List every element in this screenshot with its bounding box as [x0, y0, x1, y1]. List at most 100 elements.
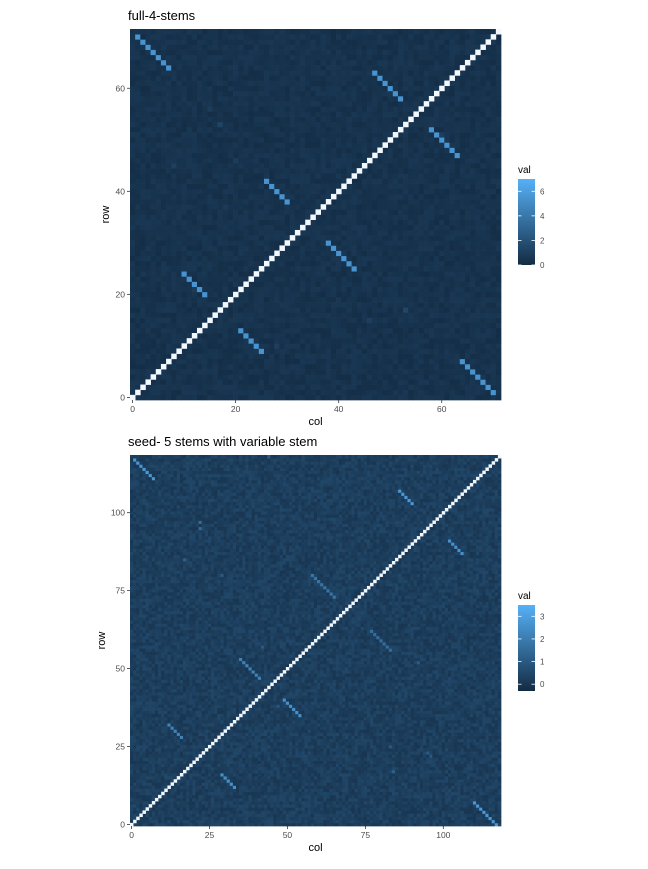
heatmap-cell [223, 127, 229, 132]
heatmap-cell [254, 359, 259, 365]
heatmap-cell [161, 307, 167, 313]
heatmap-cell [444, 390, 450, 396]
heatmap-cell [424, 318, 430, 324]
heatmap-cell [424, 230, 430, 236]
heatmap-cell [151, 65, 157, 71]
heatmap-cell [377, 328, 383, 334]
heatmap-cell [470, 328, 476, 334]
heatmap-cell [372, 287, 378, 293]
heatmap-cell [465, 281, 471, 287]
heatmap-cell [341, 395, 347, 401]
heatmap-cell [475, 158, 481, 164]
heatmap-cell [367, 245, 373, 251]
heatmap-cell [192, 199, 198, 205]
heatmap-cell [171, 328, 177, 334]
heatmap-cell [419, 178, 425, 184]
heatmap-cell [357, 127, 363, 132]
heatmap-cell [434, 354, 440, 360]
heatmap-cell [465, 266, 471, 272]
heatmap-cell [285, 333, 291, 339]
heatmap-cell [377, 266, 383, 272]
heatmap-cell [419, 245, 425, 251]
heatmap-cell [295, 220, 301, 226]
heatmap-cell [140, 34, 146, 40]
heatmap-cell [321, 199, 327, 205]
heatmap-cell [316, 142, 322, 148]
heatmap-cell [382, 318, 388, 324]
heatmap-cell [398, 60, 404, 66]
heatmap-cell [238, 178, 244, 184]
heatmap-cell [372, 204, 378, 210]
heatmap-cell [145, 348, 151, 354]
heatmap-cell [254, 230, 259, 236]
heatmap-cell [264, 374, 270, 380]
heatmap-cell [413, 343, 419, 349]
heatmap-cell [264, 194, 270, 200]
heatmap-cell [393, 348, 399, 354]
heatmap-cell [197, 163, 203, 169]
heatmap-cell [182, 204, 188, 210]
heatmap-cell [274, 276, 280, 282]
heatmap-cell [249, 354, 255, 360]
heatmap-cell [228, 168, 234, 174]
heatmap-cell [336, 153, 342, 159]
heatmap-cell [480, 96, 486, 102]
heatmap-cell [362, 168, 368, 174]
heatmap-cell [310, 379, 316, 385]
heatmap-cell [341, 323, 347, 329]
heatmap-cell [388, 106, 394, 112]
heatmap-cell [269, 271, 275, 277]
heatmap-cell [192, 153, 198, 159]
heatmap-cell [197, 204, 203, 210]
heatmap-cell [326, 81, 332, 87]
heatmap-cell [310, 91, 316, 97]
heatmap-cell [331, 127, 337, 132]
heatmap-cell [465, 199, 471, 205]
heatmap-cell [151, 86, 157, 92]
heatmap-cell [480, 163, 486, 169]
heatmap-cell [202, 364, 208, 370]
heatmap-cell [300, 86, 306, 92]
heatmap-cell [408, 204, 414, 210]
heatmap-cell [424, 359, 430, 365]
heatmap-cell [362, 287, 368, 293]
heatmap-cell [264, 225, 270, 231]
heatmap-cell [455, 215, 461, 221]
heatmap-cell [486, 240, 492, 246]
heatmap-cell [486, 55, 492, 61]
heatmap-cell [424, 379, 430, 385]
heatmap-cell [346, 230, 352, 236]
heatmap-cell [243, 55, 249, 61]
heatmap-cell [151, 359, 157, 365]
heatmap-cell [382, 178, 388, 184]
heatmap-cell [197, 307, 203, 313]
heatmap-cell [398, 297, 404, 303]
heatmap-cell [166, 374, 172, 380]
heatmap-cell [475, 199, 481, 205]
heatmap-cell [377, 39, 383, 45]
heatmap-cell [455, 390, 461, 396]
heatmap-cell [274, 158, 280, 164]
heatmap-cell [197, 292, 203, 298]
heatmap-cell [264, 39, 270, 45]
heatmap-cell [491, 297, 497, 303]
heatmap-cell [460, 75, 466, 81]
heatmap-cell [145, 281, 151, 287]
heatmap-cell [393, 379, 399, 385]
heatmap-cell [398, 158, 404, 164]
heatmap-cell [419, 338, 425, 344]
heatmap-cell [151, 333, 157, 339]
heatmap-cell [352, 354, 358, 360]
heatmap-cell [176, 343, 182, 349]
heatmap-cell [424, 75, 430, 81]
heatmap-cell [434, 287, 440, 293]
heatmap-cell [212, 91, 218, 97]
heatmap-cell [212, 251, 218, 257]
heatmap-cell [233, 343, 239, 349]
heatmap-cell [233, 328, 239, 334]
heatmap-cell [393, 281, 399, 287]
heatmap-cell [228, 189, 234, 195]
heatmap-cell [341, 328, 347, 334]
heatmap-cell [305, 225, 311, 231]
heatmap-cell [346, 276, 352, 282]
